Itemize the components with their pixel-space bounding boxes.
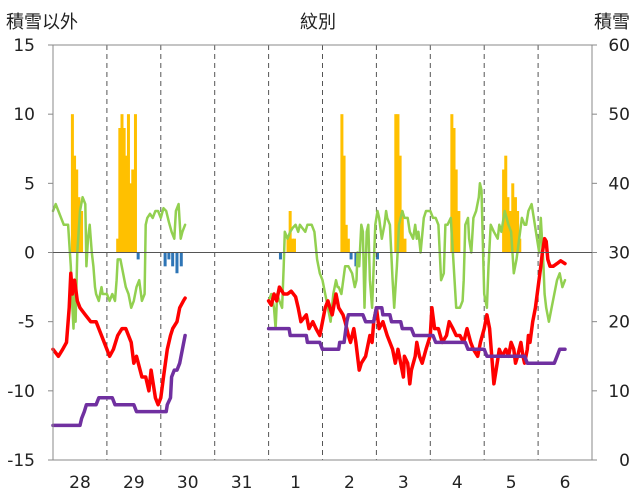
negative-bar — [163, 252, 167, 267]
negative-bar — [167, 252, 171, 260]
day-label: 29 — [123, 473, 145, 493]
precip-bar — [133, 114, 137, 253]
day-label: 6 — [560, 473, 571, 493]
precip-bar — [511, 183, 515, 253]
precip-bar — [292, 238, 296, 253]
negative-bar — [278, 252, 282, 260]
precip-bar — [120, 114, 124, 253]
day-label: 30 — [177, 473, 199, 493]
negative-bar — [375, 252, 379, 260]
chart-title: 紋別 — [300, 12, 336, 33]
right-tick-label: 10 — [608, 382, 630, 402]
left-tick-label: 0 — [24, 244, 35, 264]
right-tick-label: 50 — [608, 105, 630, 125]
precip-bar — [400, 211, 404, 253]
precip-bar — [75, 169, 79, 253]
precip-bar — [73, 155, 77, 253]
left-tick-label: 5 — [24, 174, 35, 194]
left-tick-label: -10 — [7, 382, 35, 402]
precip-bar — [513, 197, 517, 253]
left-axis-label: 積雪以外 — [6, 12, 78, 33]
day-label: 4 — [452, 473, 463, 493]
precip-bar — [126, 114, 130, 253]
right-tick-label: 0 — [619, 451, 630, 471]
left-tick-label: 10 — [13, 105, 35, 125]
left-tick-label: 15 — [13, 36, 35, 56]
precip-bar — [118, 128, 122, 253]
precip-bar — [394, 114, 398, 253]
precip-bar — [286, 238, 290, 253]
precip-bar — [122, 128, 126, 253]
day-label: 3 — [398, 473, 409, 493]
precip-bar — [290, 238, 294, 253]
precip-bar — [80, 211, 84, 253]
temperature-line — [51, 236, 567, 407]
negative-bar — [171, 252, 175, 267]
precip-bar — [398, 155, 402, 253]
precip-bar — [340, 114, 344, 253]
negative-bar — [179, 252, 183, 267]
negative-bar — [349, 252, 353, 260]
right-tick-label: 30 — [608, 244, 630, 264]
precip-bar — [116, 238, 120, 253]
day-label: 28 — [69, 473, 91, 493]
day-label: 31 — [231, 473, 253, 493]
precip-bar — [70, 114, 74, 253]
day-label: 1 — [290, 473, 301, 493]
left-tick-label: -5 — [18, 313, 35, 333]
precip-bar — [457, 211, 461, 253]
day-label: 5 — [506, 473, 517, 493]
precip-bar — [516, 211, 520, 253]
precip-bar — [344, 224, 348, 253]
humidity-line — [51, 182, 567, 330]
negative-bar — [136, 252, 140, 260]
snow-depth-line — [51, 306, 567, 428]
precip-bar — [342, 155, 346, 253]
negative-bar — [175, 252, 179, 274]
right-tick-label: 20 — [608, 313, 630, 333]
precip-bar — [124, 155, 128, 253]
precip-bar — [504, 155, 508, 253]
right-tick-label: 60 — [608, 36, 630, 56]
right-tick-label: 40 — [608, 174, 630, 194]
precip-bar — [346, 238, 350, 253]
precip-bar — [131, 169, 135, 253]
left-tick-label: -15 — [7, 451, 35, 471]
precip-bar — [403, 238, 407, 253]
precip-bar — [396, 114, 400, 253]
precip-bar — [454, 169, 458, 253]
negative-bar — [354, 252, 358, 267]
precip-bar — [450, 114, 454, 253]
precip-bar — [518, 238, 522, 253]
day-label: 2 — [344, 473, 355, 493]
precip-bar — [452, 128, 456, 253]
right-axis-label: 積雪 — [594, 12, 630, 33]
precip-bar — [129, 183, 133, 253]
